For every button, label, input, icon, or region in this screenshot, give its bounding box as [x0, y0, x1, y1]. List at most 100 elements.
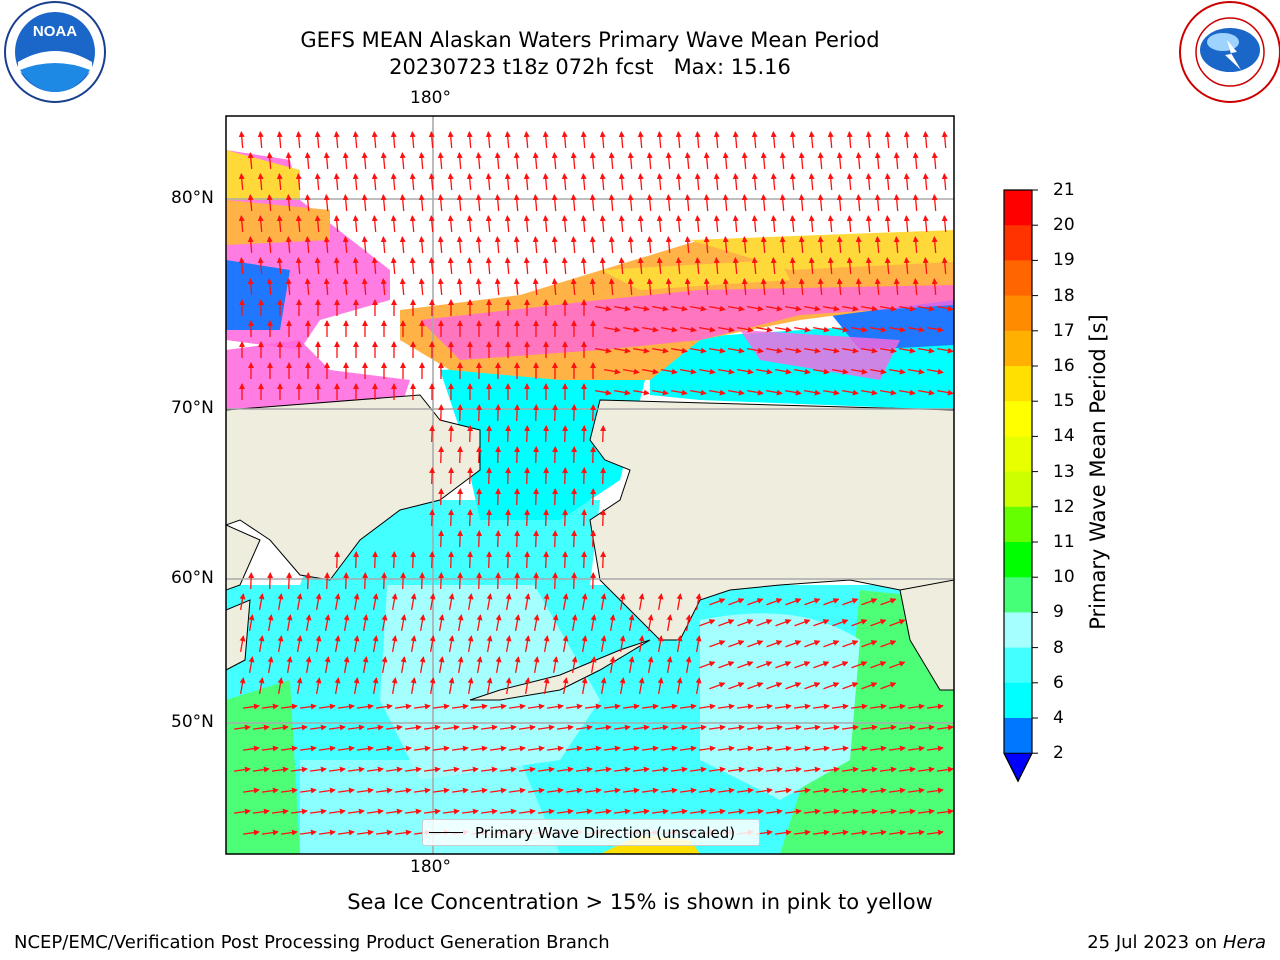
wave-arrow: [513, 278, 520, 296]
wave-arrow: [409, 215, 416, 233]
wave-arrow: [399, 194, 406, 212]
wave-arrow: [504, 131, 511, 149]
wave-arrow: [448, 593, 455, 610]
wave-arrow: [770, 215, 777, 233]
wave-arrow: [722, 152, 729, 170]
wave-arrow: [238, 257, 245, 275]
wave-arrow: [794, 619, 811, 627]
wave-arrow: [727, 766, 745, 773]
wave-arrow: [869, 829, 887, 836]
wave-arrow: [931, 278, 938, 296]
wave-arrow: [537, 808, 555, 815]
wave-arrow: [842, 598, 859, 606]
colorbar-tick-label: 15: [1053, 391, 1075, 412]
wave-arrow: [756, 661, 773, 669]
wave-arrow: [352, 173, 359, 191]
wave-arrow: [561, 173, 568, 191]
wave-arrow: [651, 808, 669, 815]
wave-arrow: [618, 257, 625, 275]
wave-arrow: [690, 305, 707, 312]
wave-arrow: [524, 677, 531, 694]
wave-arrow: [647, 614, 654, 631]
wave-arrow: [581, 593, 588, 610]
wave-arrow: [286, 614, 293, 631]
wave-arrow: [409, 257, 416, 275]
wave-arrow: [505, 677, 512, 694]
wave-arrow: [808, 215, 815, 233]
wave-arrow: [641, 745, 659, 752]
wave-arrow: [347, 808, 365, 815]
wave-arrow: [562, 677, 569, 694]
colorbar-segment: [1004, 260, 1032, 297]
wave-arrow: [827, 173, 834, 191]
wave-arrow: [571, 530, 578, 548]
wave-arrow: [679, 745, 697, 752]
chart-title: GEFS MEAN Alaskan Waters Primary Wave Me…: [200, 27, 980, 81]
wave-arrow: [505, 593, 512, 610]
wave-arrow: [756, 368, 773, 375]
wave-arrow: [242, 787, 260, 794]
wave-arrow: [342, 278, 349, 296]
wave-arrow: [770, 257, 777, 275]
wave-arrow: [803, 808, 821, 815]
wave-arrow: [361, 152, 368, 170]
wave-arrow: [846, 173, 853, 191]
wave-arrow: [523, 131, 530, 149]
wave-arrow: [334, 677, 341, 694]
map-frame: [225, 115, 955, 855]
wave-arrow: [841, 808, 859, 815]
wave-arrow: [432, 787, 450, 794]
wave-arrow: [565, 745, 583, 752]
wave-arrow: [581, 635, 588, 652]
wave-arrow: [299, 703, 317, 710]
wave-arrow: [315, 635, 322, 652]
wave-arrow: [618, 131, 625, 149]
wave-arrow: [295, 173, 302, 191]
wave-arrow: [304, 152, 311, 170]
wave-arrow: [390, 215, 397, 233]
wave-arrow: [423, 724, 441, 731]
wave-arrow: [732, 173, 739, 191]
wave-arrow: [352, 215, 359, 233]
wave-arrow: [499, 808, 517, 815]
wave-arrow: [342, 236, 349, 254]
wave-arrow: [609, 614, 616, 631]
wave-arrow: [524, 635, 531, 652]
wave-arrow: [467, 593, 474, 610]
wave-arrow: [404, 724, 422, 731]
wave-arrow: [261, 829, 279, 836]
wave-arrow: [428, 173, 435, 191]
wave-arrow: [823, 598, 840, 606]
wave-arrow: [922, 215, 929, 233]
wave-arrow: [737, 326, 754, 333]
wave-arrow: [296, 635, 303, 652]
wave-arrow: [850, 829, 868, 836]
wave-arrow: [646, 236, 653, 254]
wave-arrow: [508, 787, 526, 794]
wave-arrow: [813, 326, 830, 333]
wave-arrow: [290, 724, 308, 731]
wave-arrow: [600, 551, 607, 569]
wave-arrow: [695, 635, 702, 652]
wave-arrow: [238, 131, 245, 149]
wave-arrow: [448, 635, 455, 652]
wave-arrow: [305, 656, 312, 673]
wave-arrow: [400, 656, 407, 673]
footer-date: 25 Jul 2023 on Hera: [1087, 932, 1266, 953]
wave-arrow: [695, 677, 702, 694]
wave-arrow: [927, 368, 944, 375]
wave-arrow: [233, 766, 251, 773]
wave-arrow: [418, 278, 425, 296]
wave-arrow: [732, 257, 739, 275]
wave-arrow: [708, 724, 726, 731]
wave-arrow: [632, 808, 650, 815]
wave-arrow: [337, 787, 355, 794]
wave-arrow: [299, 787, 317, 794]
colorbar-segment: [1004, 506, 1032, 543]
wave-arrow: [793, 703, 811, 710]
colorbar-tick-label: 20: [1053, 215, 1075, 236]
colorbar-segment: [1004, 295, 1032, 332]
wave-arrow: [728, 389, 745, 396]
wave-arrow: [709, 389, 726, 396]
wave-arrow: [861, 598, 878, 606]
